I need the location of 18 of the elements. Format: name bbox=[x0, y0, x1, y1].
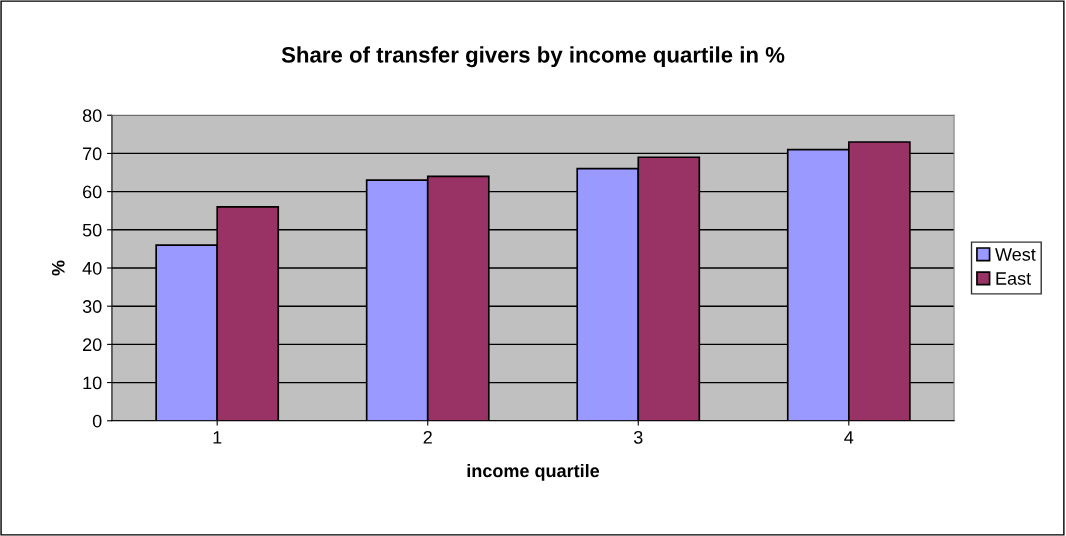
y-tick-label: 10 bbox=[83, 376, 102, 390]
y-tick-label: 80 bbox=[82, 109, 102, 122]
y-axis-title: % bbox=[51, 260, 65, 276]
y-tick-label: 20 bbox=[83, 338, 102, 352]
y-tick-label: 70 bbox=[83, 147, 102, 161]
legend-label: West bbox=[995, 248, 1036, 261]
x-axis-title: income quartile bbox=[467, 463, 600, 481]
x-tick-label: 4 bbox=[844, 431, 854, 444]
y-tick-label: 60 bbox=[83, 185, 102, 199]
y-tick-label: 40 bbox=[82, 261, 102, 275]
y-tick-label: 0 bbox=[92, 414, 102, 428]
legend-label: East bbox=[996, 272, 1031, 285]
y-tick-label: 50 bbox=[82, 223, 102, 237]
x-tick-label: 3 bbox=[633, 430, 643, 444]
y-tick-label: 30 bbox=[82, 300, 102, 313]
x-tick-label: 1 bbox=[213, 431, 222, 444]
x-tick-label: 2 bbox=[423, 430, 432, 444]
chart-title: Share of transfer givers by income quartile in % bbox=[281, 46, 785, 68]
